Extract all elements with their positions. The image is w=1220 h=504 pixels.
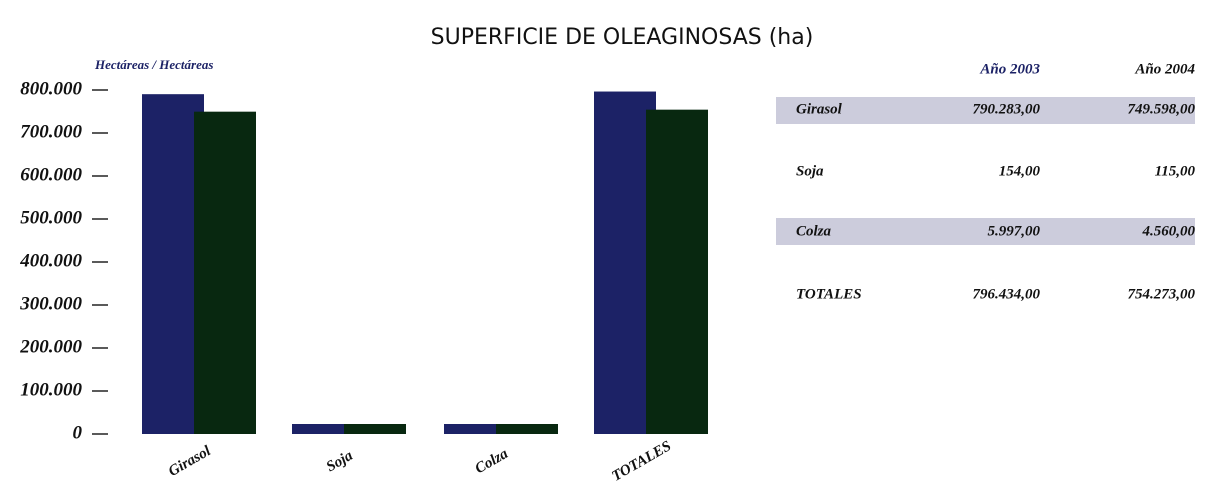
bar xyxy=(344,424,406,434)
table-row-label: TOTALES xyxy=(796,286,862,302)
table-row-label: Girasol xyxy=(796,101,843,117)
row-band xyxy=(776,97,1195,124)
table-cell: 4.560,00 xyxy=(1142,223,1196,239)
table-cell: 749.598,00 xyxy=(1128,101,1196,117)
bar xyxy=(496,424,558,434)
chart-title: SUPERFICIE DE OLEAGINOSAS (ha) xyxy=(431,25,814,50)
table-header: Año 2003 xyxy=(979,61,1040,77)
table-cell: 796.434,00 xyxy=(973,286,1041,302)
y-tick-label: 600.000 xyxy=(20,164,82,185)
table-row-label: Soja xyxy=(796,163,824,179)
table-header: Año 2004 xyxy=(1134,61,1195,77)
bar xyxy=(194,111,256,435)
y-axis-label: Hectáreas / Hectáreas xyxy=(94,57,213,72)
bar xyxy=(594,91,656,434)
x-tick-label: Colza xyxy=(473,446,512,478)
table-cell: 115,00 xyxy=(1155,163,1196,179)
bar xyxy=(646,109,708,435)
bar xyxy=(142,94,204,434)
bar xyxy=(444,424,506,434)
x-tick-label: TOTALES xyxy=(609,438,674,485)
y-tick-label: 800.000 xyxy=(20,78,82,99)
table-cell: 5.997,00 xyxy=(988,223,1041,239)
y-tick-label: 200.000 xyxy=(19,336,82,357)
table-cell: 154,00 xyxy=(999,163,1041,179)
row-band xyxy=(776,218,1195,245)
x-tick-label: Girasol xyxy=(166,443,214,480)
x-tick-label: Soja xyxy=(324,447,356,475)
table-cell: 790.283,00 xyxy=(973,101,1041,117)
y-tick-label: 300.000 xyxy=(19,293,82,314)
y-tick-label: 500.000 xyxy=(20,207,82,228)
table-row-label: Colza xyxy=(796,223,832,239)
y-tick-label: 400.000 xyxy=(19,250,82,271)
bar xyxy=(292,424,354,434)
y-tick-label: 0 xyxy=(73,422,83,443)
y-tick-label: 700.000 xyxy=(20,121,82,142)
y-tick-label: 100.000 xyxy=(20,379,82,400)
table-cell: 754.273,00 xyxy=(1128,286,1196,302)
